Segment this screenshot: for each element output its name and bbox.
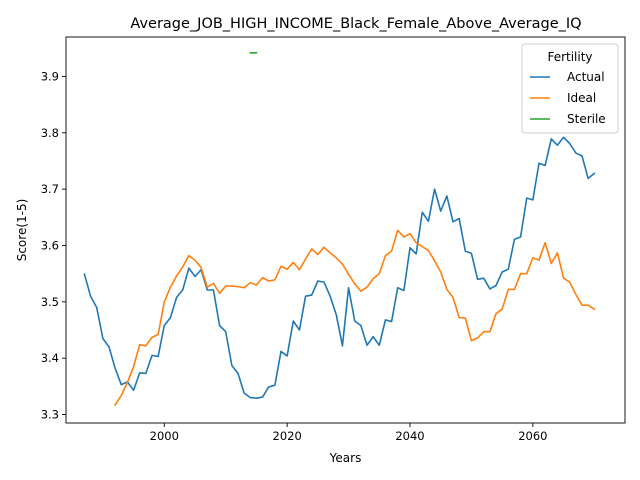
y-axis: 3.3 3.4 3.5 3.6 3.7 3.8 3.9 [41, 69, 66, 422]
legend-title: Fertility [547, 50, 592, 64]
plot-area [83, 51, 596, 407]
x-axis: 2000 2020 2040 2060 [150, 423, 547, 443]
series-line-actual [83, 136, 596, 400]
legend: Fertility Actual Ideal Sterile [521, 43, 619, 134]
y-tick-label: 3.6 [41, 238, 59, 252]
legend-label-sterile: Sterile [567, 112, 606, 126]
x-tick-label: 2060 [518, 429, 547, 443]
x-tick-label: 2020 [273, 429, 302, 443]
axes-frame [65, 36, 626, 424]
y-tick-label: 3.3 [41, 408, 59, 422]
y-tick-label: 3.5 [41, 295, 59, 309]
x-tick-label: 2000 [150, 429, 179, 443]
x-axis-label: Years [329, 451, 362, 465]
y-tick-label: 3.4 [41, 351, 59, 365]
x-tick-label: 2040 [395, 429, 424, 443]
y-axis-label: Score(1-5) [15, 199, 29, 262]
chart-title: Average_JOB_HIGH_INCOME_Black_Female_Abo… [130, 16, 581, 32]
legend-box [521, 43, 619, 134]
y-tick-label: 3.7 [41, 182, 59, 196]
y-tick-label: 3.8 [41, 126, 59, 140]
y-tick-label: 3.9 [41, 69, 59, 83]
legend-label-actual: Actual [567, 70, 605, 84]
series-line-ideal [114, 229, 596, 407]
legend-label-ideal: Ideal [567, 91, 596, 105]
